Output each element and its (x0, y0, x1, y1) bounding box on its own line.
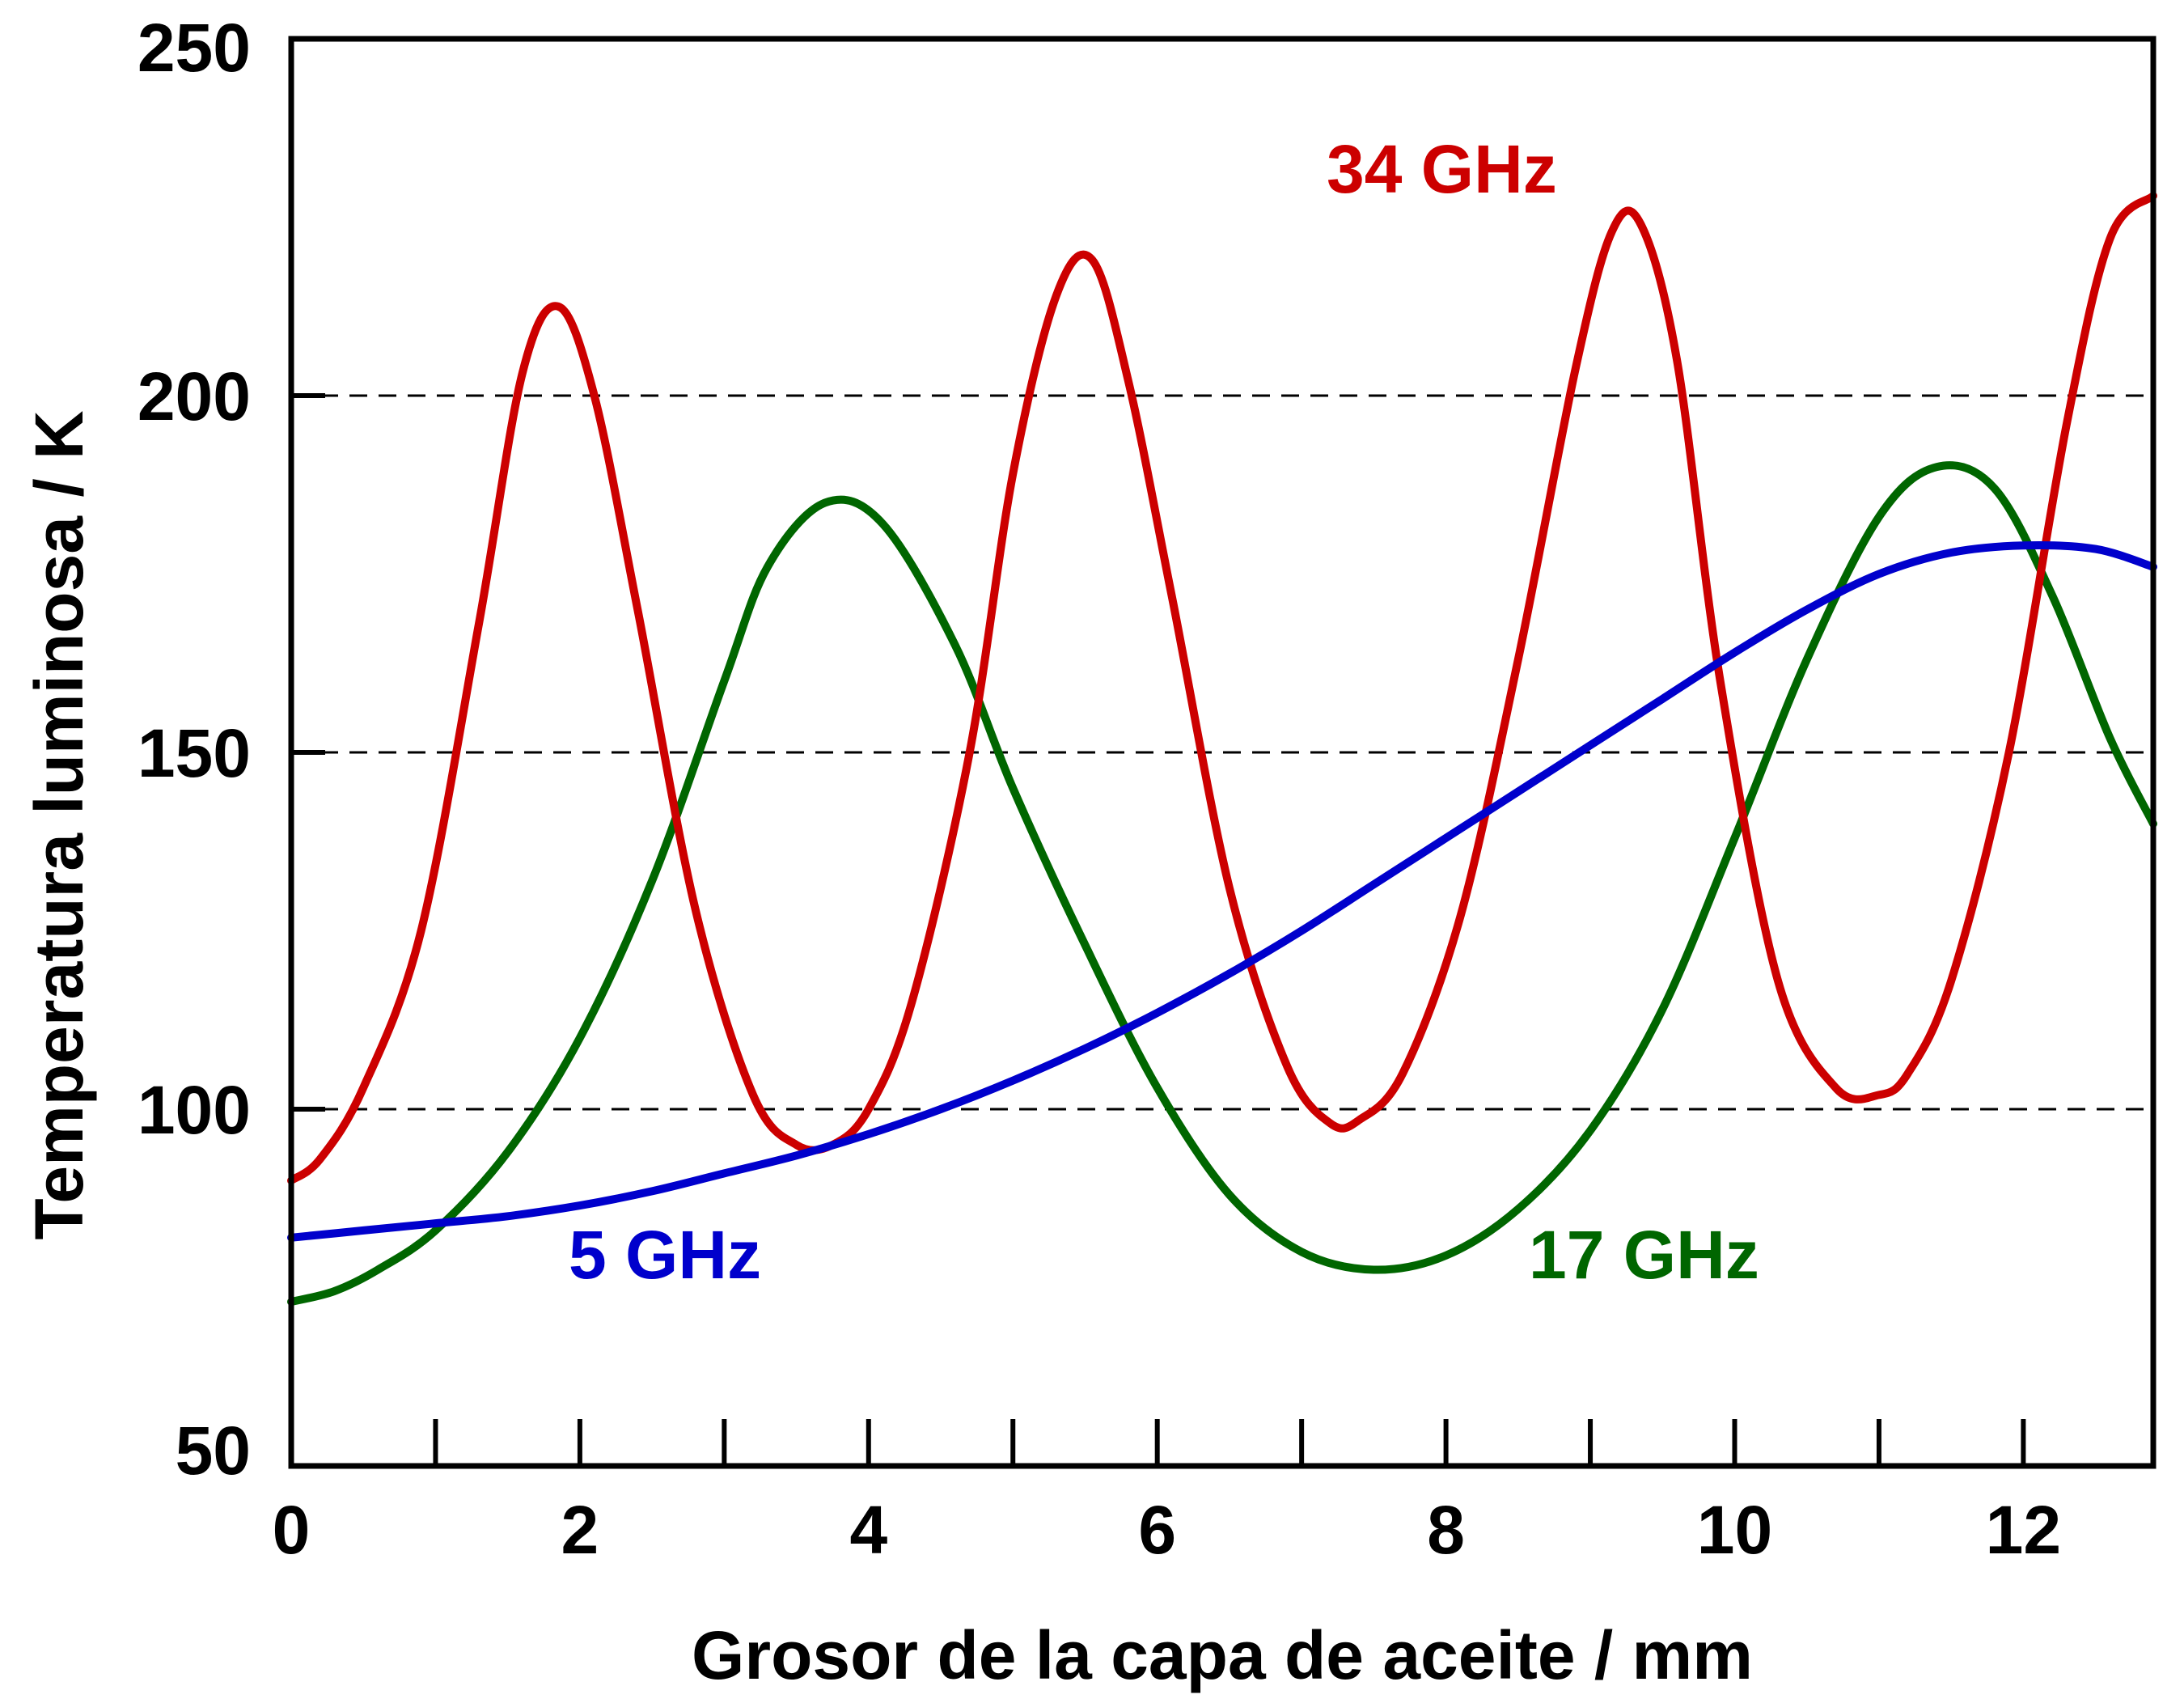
grid-layer (291, 394, 2153, 1111)
series-line-5-ghz (287, 540, 2157, 1242)
y-tick-label-150: 150 (138, 715, 251, 791)
x-tick-label-2: 2 (561, 1492, 599, 1568)
series-label-34-ghz: 34 GHz (1327, 131, 1557, 207)
label-layer: 50 100 150 200 250 0 2 4 6 8 10 12 (138, 10, 2061, 1568)
x-tick-label-12: 12 (1986, 1492, 2061, 1568)
y-tick-label-200: 200 (138, 358, 251, 434)
tick-layer (291, 393, 2026, 1466)
x-tick-label-6: 6 (1138, 1492, 1176, 1568)
x-axis-title: Grosor de la capa de aceite / mm (692, 1617, 1753, 1693)
x-tick-label-10: 10 (1697, 1492, 1772, 1568)
y-tick-label-50: 50 (176, 1413, 251, 1489)
series-label-17-ghz: 17 GHz (1529, 1217, 1759, 1293)
y-tick-label-250: 250 (138, 10, 251, 86)
x-tick-label-0: 0 (273, 1492, 311, 1568)
x-tick-label-4: 4 (849, 1492, 887, 1568)
series-label-5-ghz: 5 GHz (569, 1217, 761, 1293)
series-layer (287, 192, 2157, 1307)
x-tick-label-8: 8 (1427, 1492, 1465, 1568)
y-axis-title: Temperatura luminosa / K (21, 410, 97, 1239)
series-line-17-ghz (287, 461, 2157, 1307)
series-line-34-ghz (287, 192, 2157, 1185)
y-tick-label-100: 100 (138, 1072, 251, 1148)
